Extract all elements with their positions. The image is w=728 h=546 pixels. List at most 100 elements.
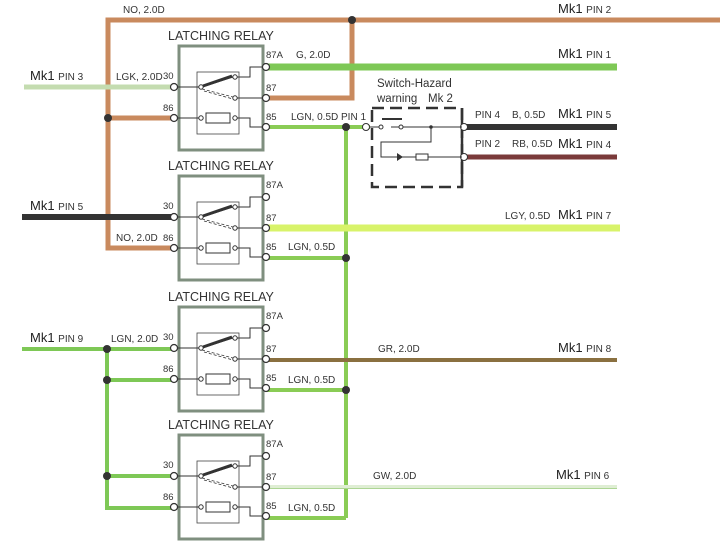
relay-coil-contact <box>202 335 233 349</box>
label-no-2: NO, 2.0D <box>116 233 158 244</box>
label-lgn3: LGN, 0.5D <box>288 375 335 386</box>
terminal-right <box>261 451 271 461</box>
relay-internal-wiring <box>178 66 262 128</box>
label-b: B, 0.5D <box>512 110 545 121</box>
wire-no-87 <box>266 20 355 101</box>
relay-contact <box>232 245 238 251</box>
junction <box>103 376 111 384</box>
pin-86-label: 86 <box>163 233 174 244</box>
connector-name: Mk1 <box>558 207 586 222</box>
relay-contact <box>232 74 238 80</box>
latching-relay: LATCHING RELAY 87A 30 87 86 85 <box>163 159 284 282</box>
switch-title: Switch-Hazard <box>377 78 452 90</box>
connector-name: Mk1 <box>558 46 586 61</box>
wire-no-top <box>105 17 720 251</box>
connector-name: Mk1 <box>558 1 586 16</box>
relay-dashed-contact <box>201 477 234 489</box>
latching-relay: LATCHING RELAY 87A 30 87 86 85 <box>163 290 284 413</box>
relay-contact <box>232 376 238 382</box>
relay-title: LATCHING RELAY <box>168 29 274 43</box>
pin-86-label: 86 <box>163 103 174 114</box>
junction <box>103 345 111 353</box>
junction <box>348 16 356 24</box>
connector-pin: PIN 7 <box>586 211 611 222</box>
terminal-right <box>261 122 271 132</box>
connector-pin: PIN 5 <box>586 110 611 121</box>
relay-coil <box>205 373 231 385</box>
relay-contact <box>198 214 204 220</box>
junction <box>342 386 350 394</box>
terminal-left <box>169 471 179 481</box>
label-lgn-in: LGN, 2.0D <box>111 334 158 345</box>
pin-85-label: 85 <box>266 242 277 253</box>
connector-label: Mk1 PIN 6 <box>556 467 610 482</box>
terminal-right <box>261 93 271 103</box>
relay-coil <box>205 501 231 513</box>
junction <box>104 114 112 122</box>
label-lgn4: LGN, 0.5D <box>288 503 335 514</box>
relay-contact <box>232 504 238 510</box>
pin-87-label: 87 <box>266 344 277 355</box>
relay-title: LATCHING RELAY <box>168 418 274 432</box>
connector-name: Mk1 <box>30 330 58 345</box>
connector-name: Mk1 <box>30 68 58 83</box>
relay-contact <box>198 376 204 382</box>
label-pin2: PIN 2 <box>475 139 500 150</box>
connector-label: Mk1 PIN 2 <box>558 1 612 16</box>
junction <box>103 472 111 480</box>
latching-relay: LATCHING RELAY 87A 30 87 86 85 <box>163 29 284 152</box>
terminal-left <box>169 212 179 222</box>
pin-87-label: 87 <box>266 213 277 224</box>
pin-86-label: 86 <box>163 364 174 375</box>
relay-contact <box>198 245 204 251</box>
connector-name: Mk1 <box>558 106 586 121</box>
pin-87-label: 87 <box>266 472 277 483</box>
pin-87a-label: 87A <box>266 180 284 191</box>
pin-87a-label: 87A <box>266 50 284 61</box>
connector-name: Mk1 <box>30 198 58 213</box>
relay-coil-contact <box>202 204 233 218</box>
pin-85-label: 85 <box>266 373 277 384</box>
relay-contact <box>198 84 204 90</box>
switch-connector: Mk 2 <box>428 93 453 105</box>
relay-contact <box>232 356 238 362</box>
label-lgy: LGY, 0.5D <box>505 211 550 222</box>
relay-coil-contact <box>202 463 233 477</box>
terminal-left <box>169 113 179 123</box>
label-lgn2: LGN, 0.5D <box>288 242 335 253</box>
pin-87a-label: 87A <box>266 311 284 322</box>
terminal-left <box>169 82 179 92</box>
wire-lgn-in <box>22 347 174 510</box>
terminal-right <box>261 252 271 262</box>
label-no-top: NO, 2.0D <box>123 5 165 16</box>
relay-internal-wiring <box>178 196 262 258</box>
terminal-left <box>169 343 179 353</box>
junction <box>342 254 350 262</box>
connector-label: Mk1 PIN 3 <box>30 68 84 83</box>
label-lgk: LGK, 2.0D <box>116 72 163 83</box>
connector-label: Mk1 PIN 9 <box>30 330 84 345</box>
relay-title: LATCHING RELAY <box>168 159 274 173</box>
relay-internal-wiring <box>178 327 262 389</box>
latching-relay: LATCHING RELAY 87A 30 87 86 85 <box>163 418 284 541</box>
relay-coil <box>205 242 231 254</box>
connector-name: Mk1 <box>558 340 586 355</box>
connector-pin: PIN 5 <box>58 202 83 213</box>
relay-coil-contact <box>202 74 233 88</box>
connector-label: Mk1 PIN 5 <box>558 106 612 121</box>
terminal-right <box>261 482 271 492</box>
relay-contact <box>198 473 204 479</box>
relay-dashed-contact <box>201 349 234 361</box>
relay-contact <box>198 345 204 351</box>
label-rb: RB, 0.5D <box>512 139 553 150</box>
terminal-right <box>261 383 271 393</box>
relay-contact <box>198 504 204 510</box>
pin-85-label: 85 <box>266 501 277 512</box>
relay-title: LATCHING RELAY <box>168 290 274 304</box>
connector-label: Mk1 PIN 5 <box>30 198 84 213</box>
pin-85-label: 85 <box>266 112 277 123</box>
pin-87-label: 87 <box>266 83 277 94</box>
terminal-right <box>261 62 271 72</box>
connector-label: Mk1 PIN 8 <box>558 340 612 355</box>
